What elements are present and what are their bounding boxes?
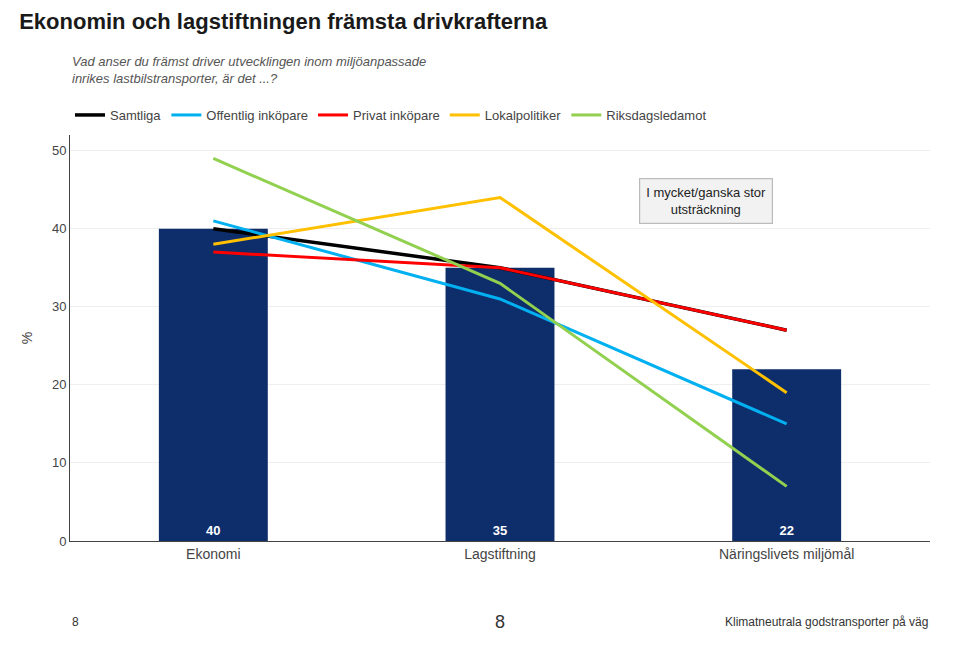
svg-text:Lagstiftning: Lagstiftning bbox=[464, 546, 536, 562]
svg-text:%: % bbox=[19, 332, 35, 344]
svg-text:35: 35 bbox=[493, 523, 507, 538]
svg-text:30: 30 bbox=[52, 299, 66, 314]
svg-text:8: 8 bbox=[72, 615, 79, 629]
svg-text:I mycket/ganska storutsträckni: I mycket/ganska storutsträckning bbox=[646, 185, 766, 217]
svg-text:Ekonomi: Ekonomi bbox=[186, 546, 240, 562]
svg-text:Riksdagsledamot: Riksdagsledamot bbox=[606, 108, 706, 123]
svg-text:0: 0 bbox=[59, 534, 66, 549]
svg-text:8: 8 bbox=[495, 612, 505, 632]
svg-text:10: 10 bbox=[52, 455, 66, 470]
svg-text:50: 50 bbox=[52, 143, 66, 158]
svg-text:40: 40 bbox=[52, 221, 66, 236]
svg-text:Vad anser du främst driver utv: Vad anser du främst driver utvecklingen … bbox=[72, 54, 426, 86]
svg-text:20: 20 bbox=[52, 377, 66, 392]
svg-text:Näringslivets miljömål: Näringslivets miljömål bbox=[719, 546, 854, 562]
svg-text:Offentlig inköpare: Offentlig inköpare bbox=[206, 108, 308, 123]
svg-text:40: 40 bbox=[206, 523, 220, 538]
svg-text:Ekonomin och lagstiftningen fr: Ekonomin och lagstiftningen främsta driv… bbox=[19, 9, 548, 34]
svg-text:Samtliga: Samtliga bbox=[110, 108, 161, 123]
svg-text:Klimatneutrala godstransporter: Klimatneutrala godstransporter på väg bbox=[725, 615, 928, 629]
svg-text:Lokalpolitiker: Lokalpolitiker bbox=[485, 108, 562, 123]
svg-text:Privat inköpare: Privat inköpare bbox=[353, 108, 440, 123]
svg-text:22: 22 bbox=[779, 523, 793, 538]
